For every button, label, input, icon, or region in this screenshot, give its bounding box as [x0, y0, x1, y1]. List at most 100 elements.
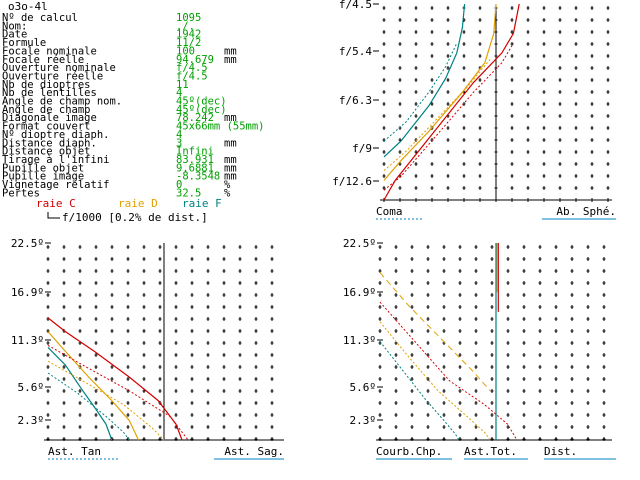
info-value: 83.931: [176, 154, 214, 166]
series-line-c-solid: [383, 3, 520, 201]
y-tick-label: 5.6º: [18, 381, 45, 394]
info-value: -8.3548: [176, 171, 220, 183]
info-label: Nb de lentilles: [2, 87, 97, 99]
info-value: 0: [176, 179, 182, 191]
y-tick-label: f/5.4: [339, 45, 372, 58]
y-tick-label: f/9: [352, 142, 372, 155]
info-label: Focale nominale: [2, 45, 97, 57]
y-tick-label: 11.3º: [11, 334, 44, 347]
info-label: Formule: [2, 37, 46, 49]
series-line-c-dashed: [47, 344, 189, 441]
info-value: 11/2: [176, 37, 201, 49]
lens-info-block: Nº de calcul 1095 Nom: ./. Date 1942 Formule 11…: [2, 12, 265, 199]
y-tick-label: 22.5º: [343, 237, 376, 250]
y-tick-label: 2.3º: [350, 414, 377, 427]
series-line-f-dashed: [47, 372, 130, 441]
y-tick-label: f/4.5: [339, 0, 372, 11]
info-value: ./.: [176, 20, 195, 32]
info-unit: mm: [224, 162, 237, 174]
plot-tab-label[interactable]: Ast. Sag.: [224, 445, 284, 458]
info-value: 1942: [176, 29, 201, 41]
field-curvature-plot: 22.5º 16.9º 11.3º 5.6º 2.3º Courb.Chp. Ast.Tot…: [343, 237, 616, 460]
plot-grid: [378, 245, 606, 441]
series-line-f-solid: [47, 346, 113, 441]
info-value: 1095: [176, 12, 201, 24]
info-unit: mm: [224, 137, 237, 149]
legend: raie C raie D raie Ff/1000 [0.2% de dist.]: [36, 197, 222, 224]
info-value: 32.5: [176, 187, 201, 199]
info-value: 11: [176, 79, 189, 91]
info-unit: mm: [224, 171, 237, 183]
y-tick-label: 16.9º: [343, 286, 376, 299]
info-label: Nb de dioptres: [2, 79, 91, 91]
info-label: Date: [2, 29, 27, 41]
series-line-d-dashed: [47, 360, 165, 441]
series-line-d-dashed_long: [379, 272, 491, 392]
series-line-c-solid: [47, 317, 183, 441]
info-value: 3: [176, 137, 182, 149]
info-label: Angle de champ nom.: [2, 96, 122, 108]
plot-tab-label[interactable]: Ast. Tan: [48, 445, 101, 458]
info-label: Pertes: [2, 187, 40, 199]
info-value: 100: [176, 45, 195, 57]
info-label: Tirage à l'infini: [2, 154, 109, 166]
y-tick-label: 2.3º: [18, 414, 45, 427]
info-label: Nom:: [2, 20, 27, 32]
series-line-f-solid: [383, 3, 466, 158]
info-value: f/4.5: [176, 70, 208, 82]
series-line-f-dashed: [379, 341, 460, 441]
info-value: 4: [176, 87, 182, 99]
info-label: Nº dioptre diaph.: [2, 129, 109, 141]
info-label: Angle de champ: [2, 104, 91, 116]
info-label: Distance diaph.: [2, 137, 97, 149]
info-value: 45x66mm (55mm): [176, 121, 265, 133]
info-unit: mm: [224, 45, 237, 57]
info-value: 45º(dec): [176, 96, 227, 108]
y-tick-label: 5.6º: [350, 381, 377, 394]
series-line-c-dashed: [379, 301, 518, 441]
info-label: Nº de calcul: [2, 12, 78, 24]
legend-raie-c: raie C: [36, 197, 76, 210]
plot-tab-label[interactable]: Coma: [376, 205, 403, 218]
series-line-d-solid: [383, 3, 497, 181]
info-value: 94.679: [176, 54, 214, 66]
series-line-f-dashed: [383, 42, 458, 142]
info-label: Diagonale image: [2, 112, 97, 124]
info-label: Ouverture nominale: [2, 62, 116, 74]
y-tick-label: 16.9º: [11, 286, 44, 299]
info-unit: %: [224, 187, 231, 199]
scale-marker-icon: [47, 212, 60, 219]
y-tick-label: f/12.6: [332, 175, 372, 188]
info-value: 78.242: [176, 112, 214, 124]
info-label: Pupille image: [2, 171, 84, 183]
info-value: f/4.5: [176, 62, 208, 74]
info-unit: mm: [224, 54, 237, 66]
legend-raie-d: raie D: [118, 197, 158, 210]
screen-title: o3o-4l: [8, 0, 48, 13]
info-label: Distance objet: [2, 146, 91, 158]
info-label: Vignetage relatif: [2, 179, 109, 191]
info-label: Format couvert: [2, 121, 91, 133]
info-unit: mm: [224, 154, 237, 166]
plot-tab-label[interactable]: Ast.Tot.: [464, 445, 517, 458]
info-label: Focale réelle: [2, 54, 84, 66]
coma-spherical-plot: f/4.5 f/5.4 f/6.3 f/9 f/12.6 Coma Ab. Sphé.: [332, 0, 616, 220]
series-line-c-dashed: [383, 42, 514, 191]
info-value: 45º(dec): [176, 104, 227, 116]
y-tick-label: 22.5º: [11, 237, 44, 250]
plot-tab-label[interactable]: Courb.Chp.: [376, 445, 442, 458]
plot-grid: [46, 245, 274, 441]
info-label: Pupille objet: [2, 162, 84, 174]
plot-tab-label[interactable]: Ab. Sphé.: [556, 205, 616, 218]
info-unit: %: [224, 179, 231, 191]
plot-tab-label[interactable]: Dist.: [544, 445, 577, 458]
legend-raie-f: raie F: [182, 197, 222, 210]
info-value: 4: [176, 129, 182, 141]
info-label: Ouverture réelle: [2, 70, 103, 82]
legend-scale-note: f/1000 [0.2% de dist.]: [62, 211, 208, 224]
info-value: Infini: [176, 146, 214, 158]
series-line-d-solid: [47, 331, 140, 441]
info-value: 9.6881: [176, 162, 214, 174]
y-tick-label: f/6.3: [339, 94, 372, 107]
